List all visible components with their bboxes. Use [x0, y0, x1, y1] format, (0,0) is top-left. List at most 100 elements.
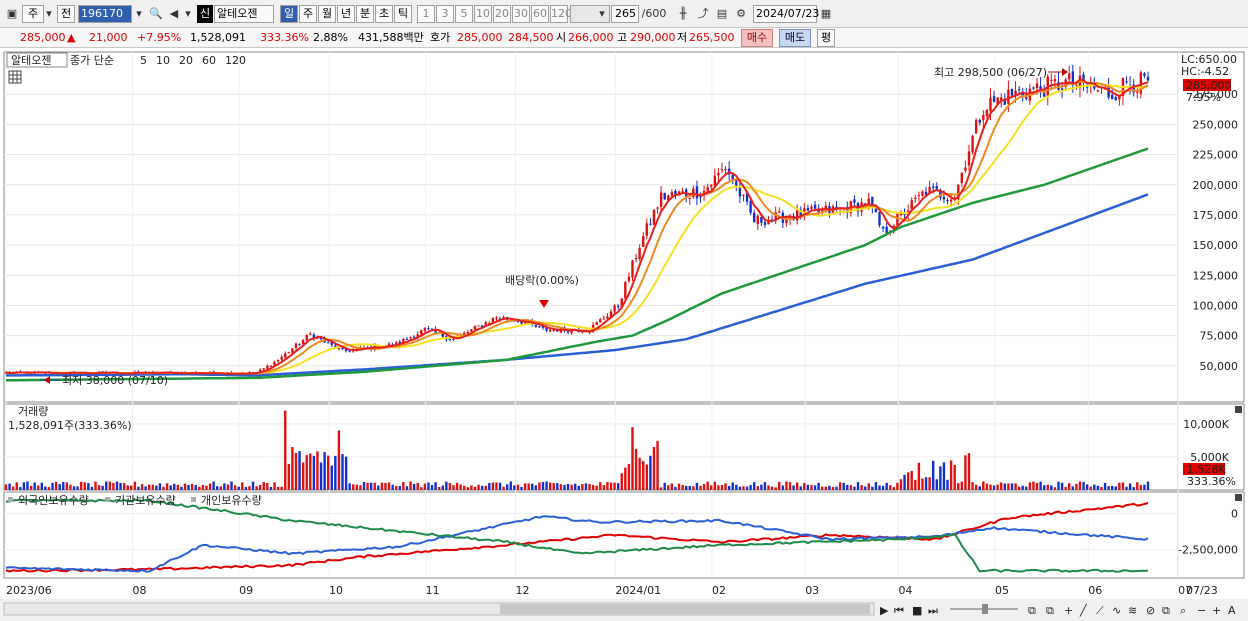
- date-input[interactable]: 2024/07/23: [753, 5, 819, 23]
- volume-bar: [516, 484, 520, 490]
- tab-period-3[interactable]: 년: [337, 5, 355, 23]
- zoom-search-icon[interactable]: ⌕: [1180, 604, 1186, 617]
- candle-body: [949, 199, 953, 202]
- draw-trend-icon[interactable]: ⟋: [1096, 604, 1104, 617]
- tab-period-5[interactable]: 초: [375, 5, 393, 23]
- volume-bar: [395, 485, 398, 490]
- minute-option-60[interactable]: 60: [531, 5, 549, 23]
- calendar-icon[interactable]: ▦: [820, 7, 832, 20]
- save-icon[interactable]: ▤: [716, 7, 728, 20]
- gear-icon[interactable]: ⚙: [736, 7, 746, 20]
- volume-bar: [359, 485, 362, 490]
- tab-period-0[interactable]: 일: [280, 5, 298, 23]
- minute-option-120[interactable]: 120: [550, 5, 572, 23]
- x-tick-label: 05: [995, 584, 1009, 597]
- turnover-rate: 2.88%: [313, 31, 348, 44]
- volume-bar: [1093, 484, 1096, 490]
- link-icon[interactable]: ⊘: [1146, 604, 1155, 617]
- speaker-icon[interactable]: ◀: [169, 7, 179, 20]
- x-tick-label: 08: [133, 584, 147, 597]
- tab-period-6[interactable]: 틱: [394, 5, 412, 23]
- candle-body: [667, 195, 670, 201]
- minute-option-1[interactable]: 1: [417, 5, 435, 23]
- search-icon[interactable]: 🔍: [149, 7, 163, 20]
- volume-bar: [402, 481, 405, 490]
- volume-close-icon[interactable]: [1235, 406, 1242, 413]
- volume-bar: [688, 486, 691, 490]
- candle-body: [541, 325, 545, 328]
- candle-body: [1111, 94, 1114, 100]
- sell-button[interactable]: 매도: [779, 29, 811, 47]
- zoom-handle[interactable]: [982, 604, 988, 614]
- market-select[interactable]: 주: [22, 5, 44, 23]
- volume-bar: [1000, 482, 1003, 490]
- candle-body: [760, 217, 763, 223]
- fibonacci-icon[interactable]: ≋: [1128, 604, 1137, 617]
- tab-period-2[interactable]: 월: [318, 5, 336, 23]
- candle-body: [928, 186, 931, 195]
- minute-option-10[interactable]: 10: [474, 5, 492, 23]
- tab-period-4[interactable]: 분: [356, 5, 374, 23]
- volume-bar: [173, 483, 176, 490]
- scroll-right-icon[interactable]: ▶: [880, 604, 889, 617]
- stock-code-input[interactable]: 196170: [78, 5, 132, 23]
- holders-close-icon[interactable]: [1235, 494, 1242, 501]
- volume-bar: [513, 485, 516, 490]
- holders-legend-item: 외국인보유수량: [18, 494, 89, 507]
- draw-wave-icon[interactable]: ∿: [1112, 604, 1121, 617]
- minute-option-5[interactable]: 5: [455, 5, 473, 23]
- candle-body: [291, 348, 294, 353]
- candle-body: [1050, 79, 1053, 81]
- window-icon[interactable]: ⧉: [1028, 604, 1036, 617]
- zoom-in-icon[interactable]: +: [1212, 604, 1221, 617]
- candle-body: [341, 347, 344, 350]
- candle-body: [280, 356, 283, 360]
- volume-bar: [710, 485, 713, 490]
- candle-type-icon[interactable]: ╫: [679, 7, 687, 20]
- rewind-icon[interactable]: ⏮: [894, 604, 904, 617]
- tab-period-1[interactable]: 주: [299, 5, 317, 23]
- candle-body: [581, 331, 584, 333]
- toggle-button[interactable]: 평: [817, 29, 835, 47]
- minute-custom-input[interactable]: [570, 5, 610, 23]
- split-icon[interactable]: ⧉: [1046, 604, 1054, 617]
- chevron-down-icon[interactable]: ▾: [136, 7, 142, 20]
- candle-body: [867, 198, 870, 208]
- volume-bar: [788, 482, 792, 490]
- name-box[interactable]: [6, 52, 68, 68]
- chevron-down-icon[interactable]: ▾: [185, 7, 191, 20]
- indicator-icon[interactable]: ⤴: [697, 7, 709, 20]
- table-icon[interactable]: [8, 70, 22, 84]
- volume-bar: [115, 481, 119, 490]
- candle-body: [735, 180, 738, 186]
- volume-bar: [309, 453, 312, 490]
- stop-icon[interactable]: ■: [912, 604, 922, 617]
- candle-body: [871, 196, 874, 208]
- layout-icon[interactable]: ▣: [6, 7, 18, 20]
- volume-bar: [455, 482, 459, 490]
- candle-body: [276, 359, 280, 362]
- play-forward-icon[interactable]: ⏭: [928, 604, 938, 617]
- volume-bar: [51, 482, 54, 490]
- copy-icon[interactable]: ⧉: [1162, 604, 1170, 617]
- crosshair-icon[interactable]: +: [1064, 604, 1073, 617]
- candle-body: [548, 329, 552, 332]
- buy-button[interactable]: 매수: [741, 29, 773, 47]
- volume-bar: [838, 482, 842, 490]
- volume-bar: [949, 460, 953, 490]
- candle-body: [713, 175, 717, 186]
- candle-body: [609, 311, 613, 317]
- zoom-out-icon[interactable]: −: [1197, 604, 1206, 617]
- minute-option-30[interactable]: 30: [512, 5, 530, 23]
- x-tick-label: 2024/01: [615, 584, 661, 597]
- chevron-down-icon[interactable]: ▾: [46, 7, 52, 20]
- chevron-down-icon[interactable]: ▾: [599, 7, 605, 20]
- draw-line-icon[interactable]: ╱: [1079, 603, 1088, 617]
- count-input[interactable]: 265: [611, 5, 639, 23]
- minute-option-3[interactable]: 3: [436, 5, 454, 23]
- volume-bar: [1057, 481, 1060, 490]
- scroll-thumb[interactable]: [500, 604, 870, 614]
- prev-button[interactable]: 전: [57, 5, 75, 23]
- auto-scale-icon[interactable]: A: [1228, 604, 1236, 617]
- minute-option-20[interactable]: 20: [493, 5, 511, 23]
